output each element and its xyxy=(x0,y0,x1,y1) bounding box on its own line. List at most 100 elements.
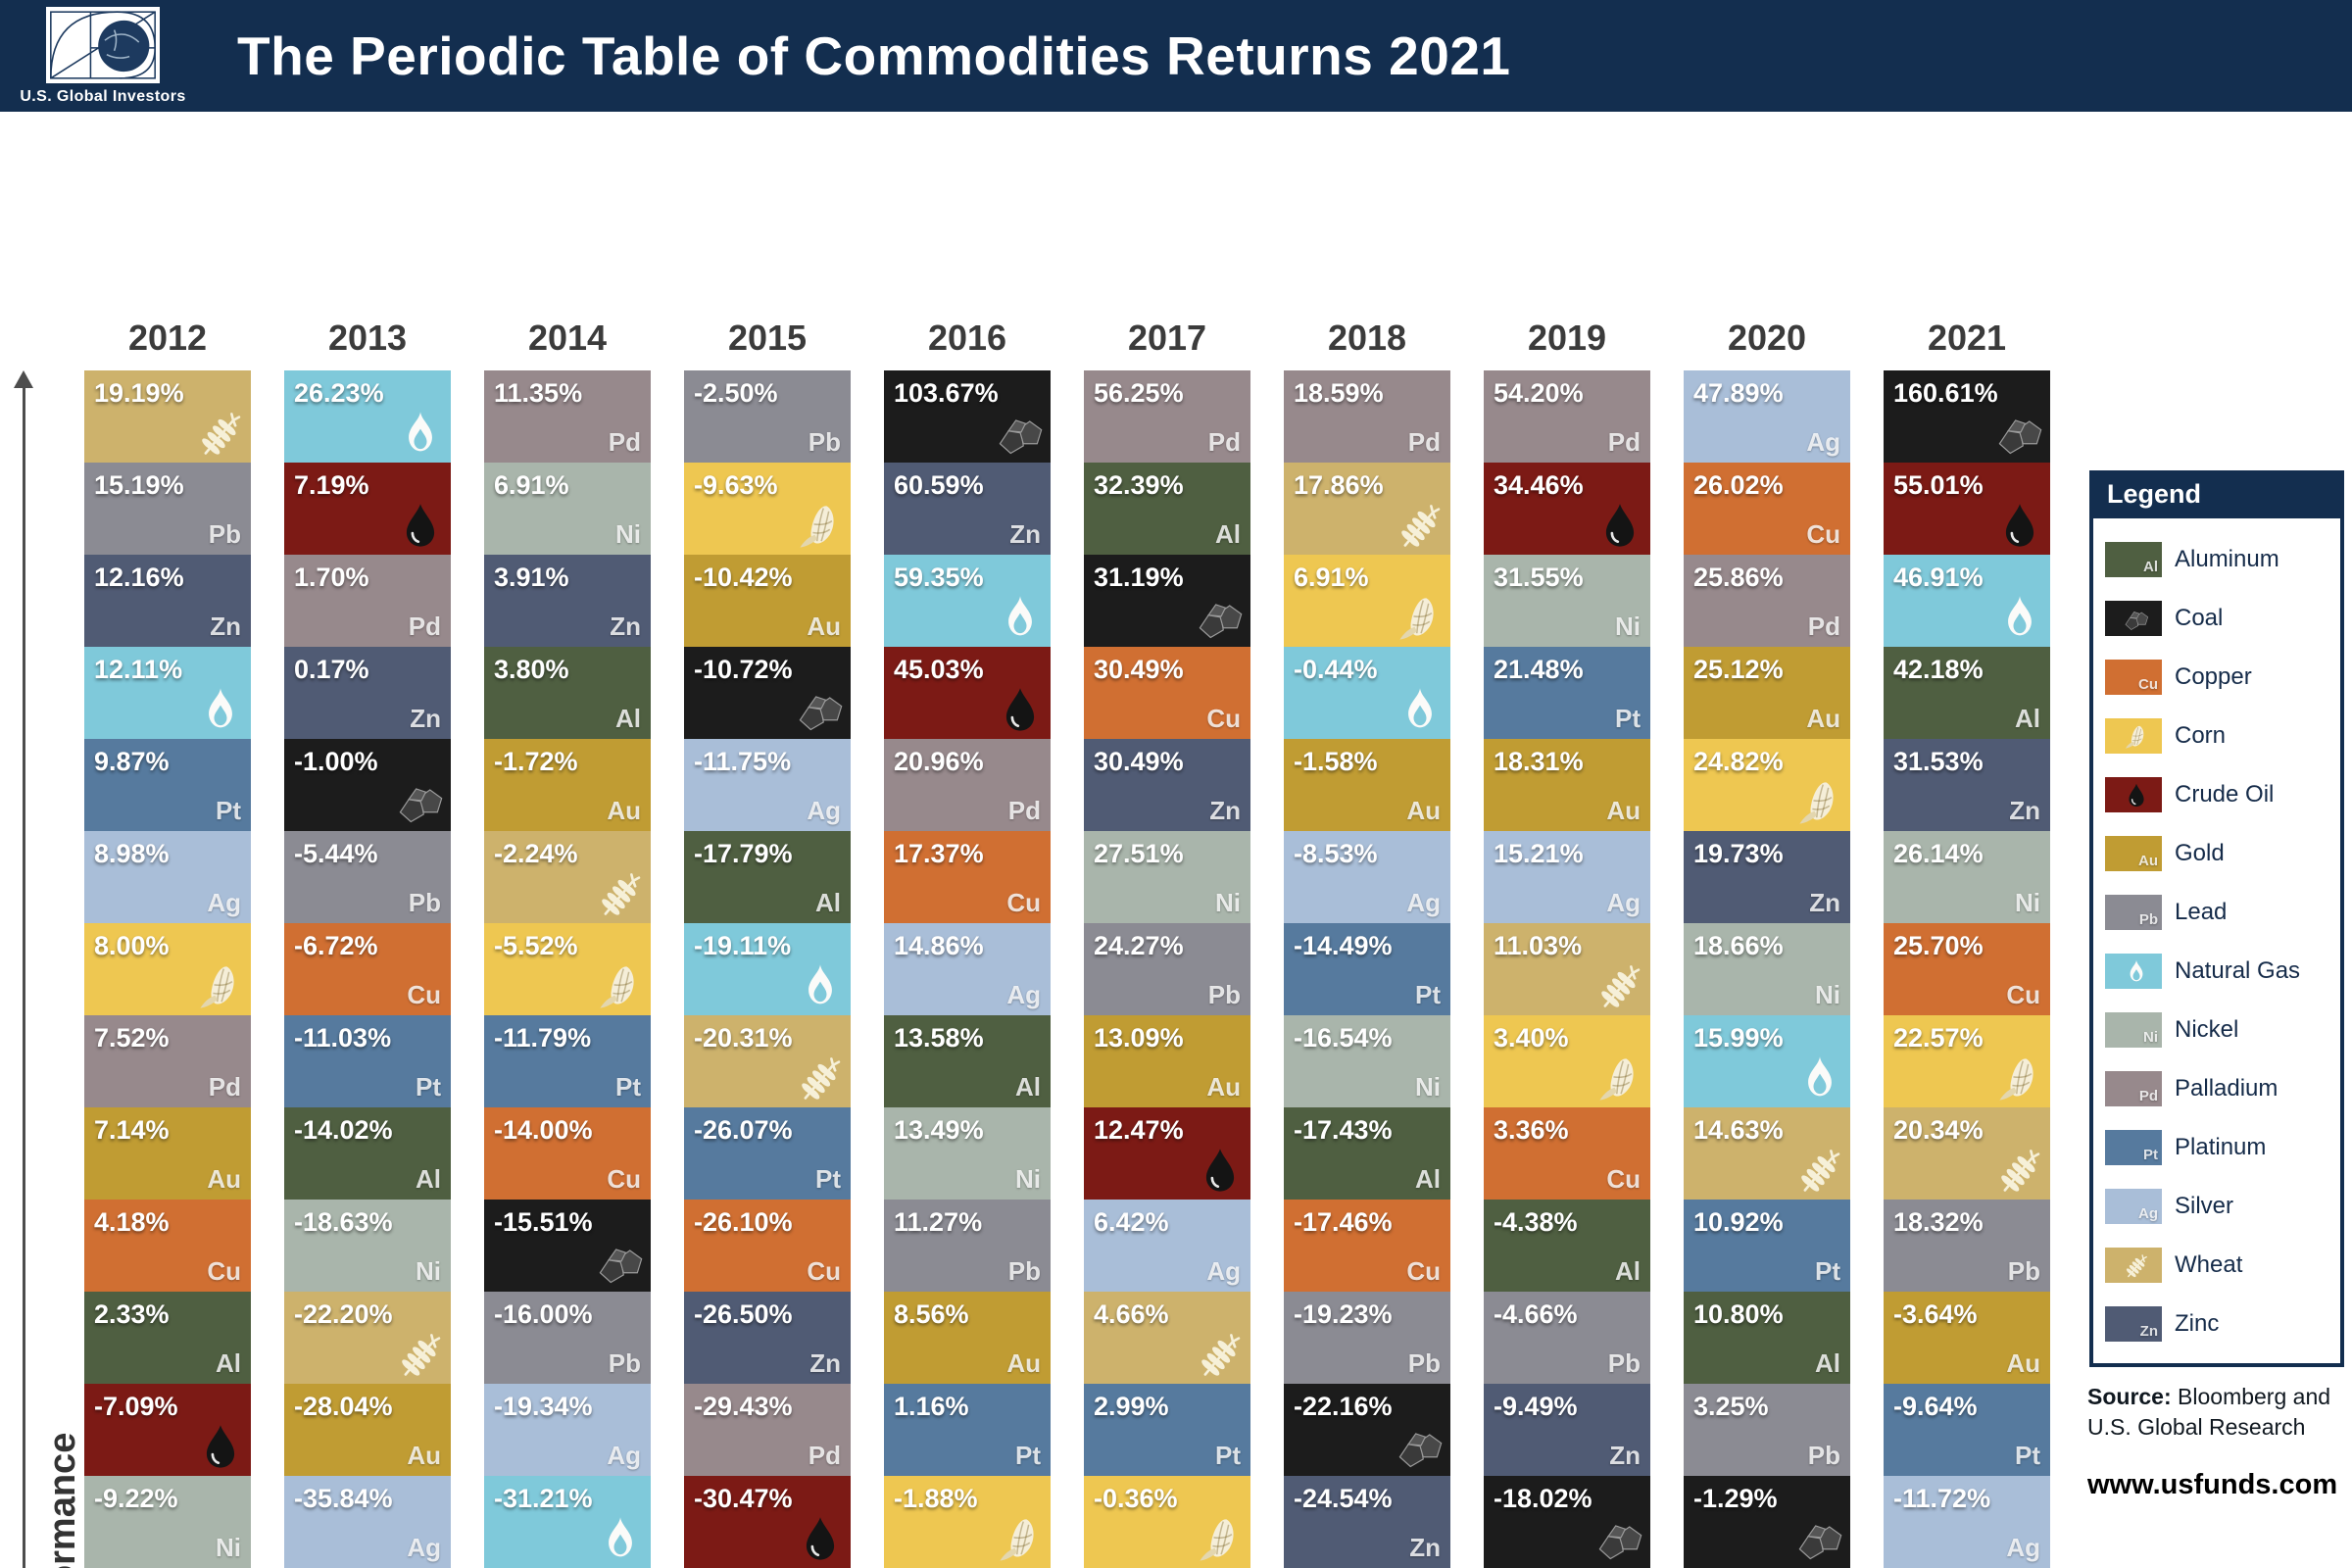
commodity-symbol: Pt xyxy=(1215,1441,1241,1470)
return-value: 20.96% xyxy=(894,747,984,776)
flame-icon xyxy=(1794,1054,1845,1104)
legend-item-silver: Ag Silver xyxy=(2105,1177,2330,1236)
commodity-symbol: Au xyxy=(2138,853,2158,869)
commodity-symbol: Cu xyxy=(807,1256,841,1286)
commodity-symbol: Cu xyxy=(2138,676,2158,693)
legend-item-zinc: Zn Zinc xyxy=(2105,1295,2330,1353)
commodity-cell: 24.82% xyxy=(1684,739,1850,831)
corn-icon xyxy=(595,961,646,1012)
flame-icon xyxy=(795,961,846,1012)
return-value: 17.37% xyxy=(894,839,984,868)
commodity-symbol: Al xyxy=(1415,1164,1441,1194)
commodity-cell: 14.63% xyxy=(1684,1107,1850,1200)
commodity-symbol: Pb xyxy=(1807,1441,1840,1470)
return-value: 24.82% xyxy=(1693,747,1784,776)
commodity-cell: 15.19% Pb xyxy=(84,463,251,555)
commodity-cell: -19.11% xyxy=(684,923,851,1015)
return-value: 15.19% xyxy=(94,470,184,500)
legend-label: Silver xyxy=(2175,1193,2234,1219)
commodity-cell: 2.33% Al xyxy=(84,1292,251,1384)
year-column-2019: 2019 54.20% Pd 34.46% 31.55% Ni 21.48% Pt 18.31%… xyxy=(1484,318,1650,1568)
return-value: 18.59% xyxy=(1294,378,1384,408)
legend-swatch xyxy=(2105,601,2162,636)
return-value: -9.22% xyxy=(94,1484,178,1513)
commodity-symbol: Pb xyxy=(1607,1348,1641,1378)
commodity-cell: 18.66% Ni xyxy=(1684,923,1850,1015)
commodity-symbol: Ag xyxy=(1406,888,1441,917)
commodity-cell: 4.66% xyxy=(1084,1292,1250,1384)
coal-icon xyxy=(2123,606,2150,633)
year-label: 2019 xyxy=(1527,318,1607,358)
commodity-cell: -28.04% Au xyxy=(284,1384,451,1476)
legend-label: Platinum xyxy=(2175,1134,2267,1160)
legend-swatch: Cu xyxy=(2105,660,2162,695)
commodity-symbol: Au xyxy=(1406,796,1441,825)
return-value: -17.46% xyxy=(1294,1207,1393,1237)
commodity-cell: 47.89% Ag xyxy=(1684,370,1850,463)
return-value: 14.63% xyxy=(1693,1115,1784,1145)
return-value: -35.84% xyxy=(294,1484,393,1513)
return-value: -9.63% xyxy=(694,470,778,500)
commodity-symbol: Al xyxy=(1015,1072,1041,1102)
commodity-symbol: Zn xyxy=(2139,1323,2158,1340)
commodity-cell: -22.20% xyxy=(284,1292,451,1384)
return-value: -16.00% xyxy=(494,1299,593,1329)
return-value: -4.66% xyxy=(1494,1299,1578,1329)
commodity-symbol: Pb xyxy=(2138,911,2158,928)
page-title: The Periodic Table of Commodities Return… xyxy=(237,25,1511,86)
return-value: -2.50% xyxy=(694,378,778,408)
flame-icon xyxy=(395,409,446,460)
return-value: 1.70% xyxy=(294,563,369,592)
wheat-icon xyxy=(1794,1146,1845,1197)
year-column-2017: 2017 56.25% Pd 32.39% Al 31.19% 30.49% Cu 30.49%… xyxy=(1084,318,1250,1568)
commodity-symbol: Au xyxy=(2006,1348,2040,1378)
commodity-cell: -11.79% Pt xyxy=(484,1015,651,1107)
return-value: -3.64% xyxy=(1893,1299,1978,1329)
coal-icon xyxy=(1195,593,1246,644)
return-value: -26.50% xyxy=(694,1299,793,1329)
return-value: 10.80% xyxy=(1693,1299,1784,1329)
legend-label: Zinc xyxy=(2175,1310,2220,1337)
return-value: -6.72% xyxy=(294,931,378,960)
return-value: 1.16% xyxy=(894,1392,969,1421)
commodity-symbol: Zn xyxy=(809,1348,841,1378)
year-column-2018: 2018 18.59% Pd 17.86% 6.91% -0.44% -1.58% Au -8.… xyxy=(1284,318,1450,1568)
return-value: -29.43% xyxy=(694,1392,793,1421)
return-value: -9.49% xyxy=(1494,1392,1578,1421)
commodity-cell: 6.91% Ni xyxy=(484,463,651,555)
flame-icon xyxy=(195,685,246,736)
commodity-cell: -10.42% Au xyxy=(684,555,851,647)
source-label: Source: xyxy=(2087,1384,2172,1409)
commodity-symbol: Pb xyxy=(608,1348,641,1378)
legend-swatch: Au xyxy=(2105,836,2162,871)
commodity-cell: -26.50% Zn xyxy=(684,1292,851,1384)
commodity-cell: -19.23% Pb xyxy=(1284,1292,1450,1384)
commodity-symbol: Pt xyxy=(416,1072,441,1102)
year-label: 2021 xyxy=(1927,318,2007,358)
legend-label: Palladium xyxy=(2175,1075,2278,1102)
return-value: 17.86% xyxy=(1294,470,1384,500)
legend-label: Wheat xyxy=(2175,1251,2243,1278)
return-value: 8.98% xyxy=(94,839,170,868)
return-value: 31.53% xyxy=(1893,747,1984,776)
return-value: -20.31% xyxy=(694,1023,793,1053)
commodity-cell: -3.64% Au xyxy=(1884,1292,2050,1384)
oil-drop-icon xyxy=(1195,1146,1246,1197)
return-value: 34.46% xyxy=(1494,470,1584,500)
usfunds-url[interactable]: www.usfunds.com xyxy=(2087,1469,2338,1501)
commodity-symbol: Pd xyxy=(808,1441,841,1470)
oil-drop-icon xyxy=(1994,501,2045,552)
commodity-cell: 19.73% Zn xyxy=(1684,831,1850,923)
source-block: Source: Bloomberg and U.S. Global Resear… xyxy=(2087,1382,2344,1504)
commodity-symbol: Pb xyxy=(808,427,841,457)
commodity-cell: 4.18% Cu xyxy=(84,1200,251,1292)
legend-swatch: Zn xyxy=(2105,1306,2162,1342)
legend-item-aluminum: Al Aluminum xyxy=(2105,530,2330,589)
commodity-symbol: Pb xyxy=(1207,980,1241,1009)
return-value: -28.04% xyxy=(294,1392,393,1421)
return-value: -18.63% xyxy=(294,1207,393,1237)
commodity-cell: 3.91% Zn xyxy=(484,555,651,647)
return-value: -14.49% xyxy=(1294,931,1393,960)
return-value: 30.49% xyxy=(1094,747,1184,776)
coal-icon xyxy=(795,685,846,736)
